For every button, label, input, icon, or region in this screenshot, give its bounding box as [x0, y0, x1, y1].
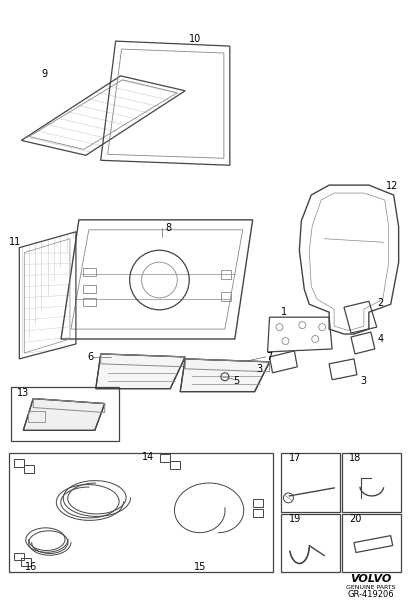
Text: 3: 3 [360, 376, 366, 386]
Bar [342, 514, 401, 572]
Bar [282, 514, 340, 572]
Text: 11: 11 [9, 237, 21, 246]
Text: VOLVO: VOLVO [350, 575, 392, 584]
Text: 7: 7 [266, 352, 272, 362]
Text: GENUINE PARTS: GENUINE PARTS [346, 585, 395, 590]
Polygon shape [96, 354, 185, 389]
Text: 9: 9 [41, 69, 47, 79]
Text: 20: 20 [349, 514, 361, 523]
Bar [342, 453, 401, 512]
Text: 4: 4 [378, 334, 384, 344]
Text: 2: 2 [378, 298, 384, 308]
Polygon shape [23, 398, 105, 430]
Bar [12, 386, 119, 441]
Text: GR-419206: GR-419206 [348, 590, 394, 599]
Text: 1: 1 [282, 307, 288, 317]
Text: 6: 6 [88, 352, 94, 362]
Bar [282, 453, 340, 512]
Text: 19: 19 [289, 514, 302, 523]
Text: 12: 12 [386, 181, 398, 191]
Text: 5: 5 [234, 376, 240, 386]
Text: 18: 18 [349, 453, 361, 463]
Text: 17: 17 [289, 453, 302, 463]
Text: 15: 15 [194, 563, 206, 572]
Polygon shape [180, 359, 270, 392]
Text: 8: 8 [165, 223, 171, 233]
Bar [9, 453, 272, 572]
Text: 3: 3 [256, 364, 263, 374]
Text: 10: 10 [189, 34, 201, 44]
Text: 14: 14 [142, 452, 155, 462]
Text: 13: 13 [17, 388, 30, 398]
Text: 16: 16 [25, 563, 37, 572]
